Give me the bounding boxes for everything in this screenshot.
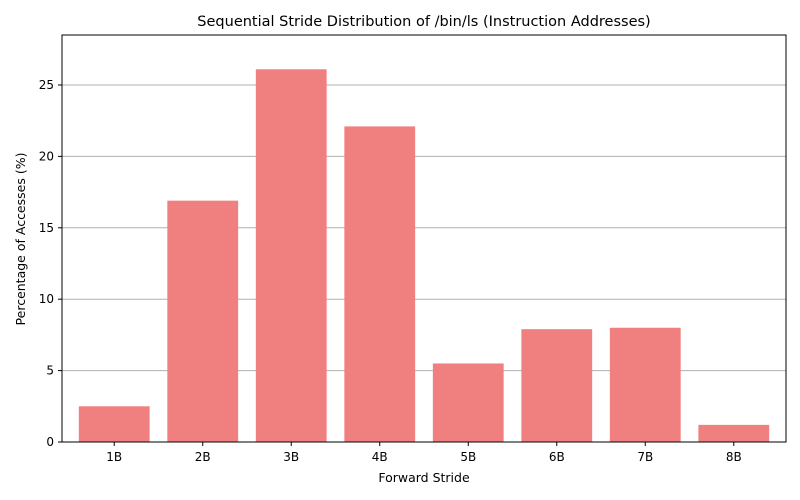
y-axis-label: Percentage of Accesses (%)	[13, 153, 28, 326]
bar-6B	[521, 329, 593, 442]
x-tick-label: 5B	[460, 450, 476, 464]
x-tick-label: 6B	[549, 450, 565, 464]
x-axis-ticks: 1B 2B 3B 4B 5B 6B 7B 8B	[106, 442, 742, 464]
bar-1B	[78, 406, 150, 442]
y-tick-label: 25	[39, 78, 54, 92]
plot-frame	[61, 34, 787, 443]
x-tick-label: 1B	[106, 450, 122, 464]
x-tick-label: 8B	[726, 450, 742, 464]
x-tick-label: 4B	[372, 450, 388, 464]
x-axis-label: Forward Stride	[378, 470, 470, 485]
x-tick-label: 2B	[195, 450, 211, 464]
y-tick-label: 15	[39, 221, 54, 235]
bars	[78, 69, 770, 443]
x-tick-label: 7B	[637, 450, 653, 464]
bar-8B	[698, 424, 770, 442]
bar-4B	[344, 126, 416, 443]
bar-7B	[609, 327, 681, 442]
y-axis-ticks: 0 5 10 15 20 25	[39, 78, 62, 449]
y-tick-label: 0	[46, 435, 54, 449]
y-tick-label: 20	[39, 149, 54, 163]
bar-3B	[255, 69, 327, 442]
x-tick-label: 3B	[283, 450, 299, 464]
chart-title: Sequential Stride Distribution of /bin/l…	[197, 14, 650, 30]
y-tick-label: 10	[39, 292, 54, 306]
bar-5B	[432, 363, 504, 442]
bar-2B	[167, 200, 239, 442]
y-tick-label: 5	[46, 364, 54, 378]
